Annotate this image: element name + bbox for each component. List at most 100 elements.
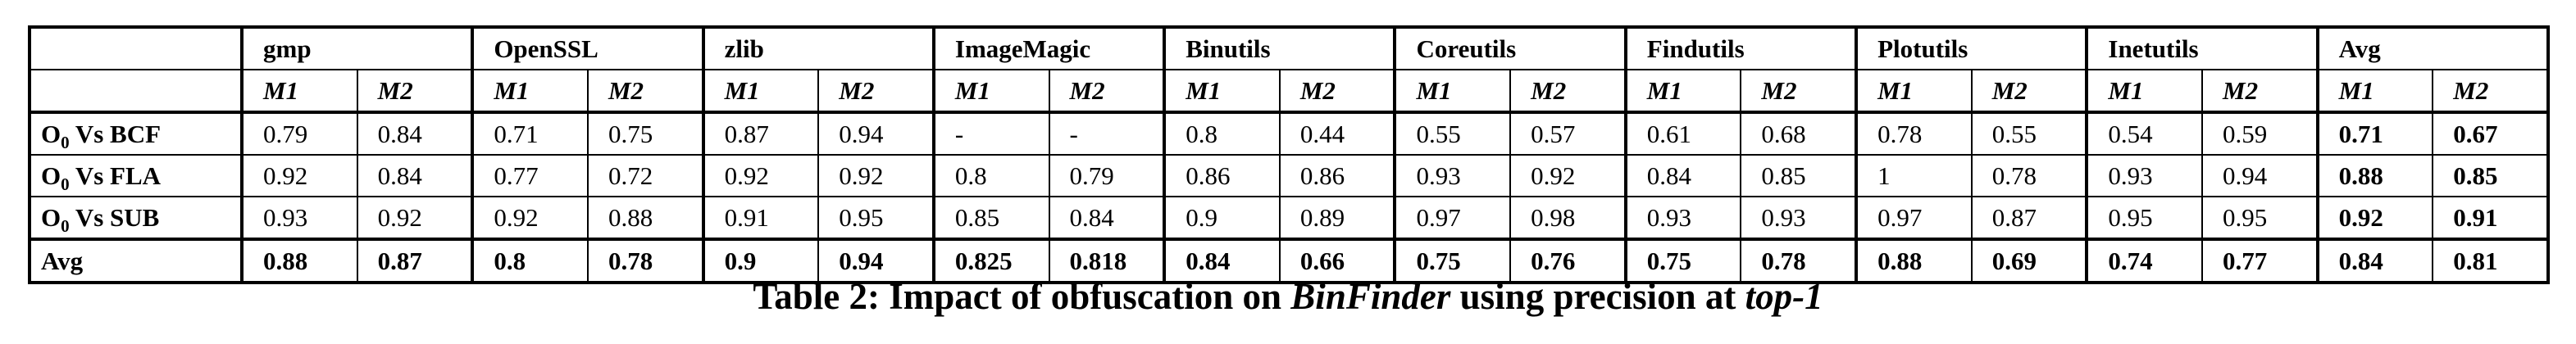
metric-header: M2	[2201, 69, 2319, 113]
row-label-subscript: 0	[61, 132, 70, 152]
metric-header: M1	[1623, 69, 1742, 113]
system-header: OpenSSL	[471, 25, 704, 70]
value-cell: 0.88	[240, 238, 358, 284]
metric-header: M2	[1970, 69, 2088, 113]
value-cell: 0.71	[471, 111, 589, 156]
table-row: O0 Vs SUB 0.93 0.92 0.92 0.88 0.91 0.95 0.85 0.8…	[27, 196, 2550, 240]
value-cell: 0.92	[817, 154, 935, 197]
value-cell: 0.88	[1855, 238, 1973, 284]
caption-metric: top-1	[1745, 276, 1823, 317]
metric-header: M2	[1048, 69, 1166, 113]
value-cell: 0.94	[817, 111, 935, 156]
value-cell: 0.55	[1393, 111, 1512, 156]
value-cell: 0.86	[1163, 154, 1281, 197]
system-header: Inetutils	[2085, 25, 2319, 70]
value-cell: 0.84	[1048, 196, 1166, 240]
table-row: O0 Vs FLA 0.92 0.84 0.77 0.72 0.92 0.92 0.8 0.79…	[27, 154, 2550, 197]
corner-cell	[27, 25, 243, 70]
table-row: O0 Vs BCF 0.79 0.84 0.71 0.75 0.87 0.94- -0.8 0.…	[27, 111, 2550, 156]
value-cell: 0.84	[1163, 238, 1281, 284]
value-cell: 0.75	[586, 111, 704, 156]
value-cell: 0.86	[1278, 154, 1396, 197]
value-cell: 0.95	[2201, 196, 2319, 240]
caption-middle: using precision at	[1450, 276, 1745, 317]
row-label-rest: Vs BCF	[69, 119, 162, 148]
system-header: Binutils	[1163, 25, 1396, 70]
value-cell: 0.76	[1509, 238, 1627, 284]
row-label-main: O	[41, 119, 61, 148]
value-cell: -	[1048, 111, 1166, 156]
value-cell: 0.92	[240, 154, 358, 197]
value-cell: 0.69	[1970, 238, 2088, 284]
metric-header: M1	[2315, 69, 2434, 113]
value-cell: 0.93	[1623, 196, 1742, 240]
system-header: gmp	[240, 25, 474, 70]
row-label-subscript: 0	[61, 174, 70, 194]
metric-header: M2	[817, 69, 935, 113]
value-cell: 0.84	[1623, 154, 1742, 197]
value-cell: 0.9	[1163, 196, 1281, 240]
value-cell: 0.44	[1278, 111, 1396, 156]
value-cell: 0.77	[471, 154, 589, 197]
value-cell: 0.825	[931, 238, 1050, 284]
metric-header-row: M1 M2 M1 M2 M1 M2 M1 M2 M1 M2 M1 M2 M1 M…	[27, 69, 2550, 113]
value-cell: 0.77	[2201, 238, 2319, 284]
row-label-subscript: 0	[61, 215, 70, 236]
caption-prefix: Table 2: Impact of obfuscation on	[753, 276, 1291, 317]
value-cell: 0.8	[1163, 111, 1281, 156]
metric-header: M1	[701, 69, 820, 113]
row-label: Avg	[27, 238, 243, 284]
value-cell: 0.81	[2432, 238, 2550, 284]
value-cell: 0.87	[1970, 196, 2088, 240]
value-cell: 0.67	[2432, 111, 2550, 156]
value-cell: 0.85	[1740, 154, 1858, 197]
system-header: Coreutils	[1393, 25, 1627, 70]
metric-header: M2	[1740, 69, 1858, 113]
value-cell: 0.78	[1855, 111, 1973, 156]
metric-header: M2	[1278, 69, 1396, 113]
metric-header: M2	[2432, 69, 2550, 113]
value-cell: 0.93	[1393, 154, 1512, 197]
value-cell: 0.91	[701, 196, 820, 240]
row-label: O0 Vs SUB	[27, 196, 243, 240]
value-cell: 0.92	[356, 196, 474, 240]
value-cell: 0.61	[1623, 111, 1742, 156]
metric-header: M2	[1509, 69, 1627, 113]
value-cell: 0.91	[2432, 196, 2550, 240]
metric-header: M1	[471, 69, 589, 113]
value-cell: 0.85	[2432, 154, 2550, 197]
table-caption: Table 2: Impact of obfuscation on BinFin…	[0, 275, 2576, 318]
value-cell: 1	[1855, 154, 1973, 197]
row-label-main: O	[41, 161, 61, 190]
caption-tool-name: BinFinder	[1290, 276, 1451, 317]
value-cell: 0.87	[701, 111, 820, 156]
value-cell: 0.78	[1740, 238, 1858, 284]
row-label: O0 Vs FLA	[27, 154, 243, 197]
value-cell: 0.79	[240, 111, 358, 156]
row-label: O0 Vs BCF	[27, 111, 243, 156]
value-cell: 0.72	[586, 154, 704, 197]
row-label-rest: Vs SUB	[69, 202, 160, 232]
value-cell: 0.66	[1278, 238, 1396, 284]
table-row: Avg 0.88 0.87 0.8 0.78 0.9 0.94 0.825 0.818 0.84 0…	[27, 238, 2550, 284]
value-cell: 0.9	[701, 238, 820, 284]
value-cell: 0.87	[356, 238, 474, 284]
value-cell: 0.84	[2315, 238, 2434, 284]
value-cell: 0.94	[817, 238, 935, 284]
value-cell: 0.93	[240, 196, 358, 240]
value-cell: 0.84	[356, 111, 474, 156]
row-label-main: Avg	[41, 246, 84, 275]
value-cell: 0.88	[586, 196, 704, 240]
metric-header: M1	[931, 69, 1050, 113]
system-header: Findutils	[1623, 25, 1858, 70]
metric-header: M1	[240, 69, 358, 113]
value-cell: 0.98	[1509, 196, 1627, 240]
value-cell: 0.75	[1623, 238, 1742, 284]
value-cell: 0.8	[931, 154, 1050, 197]
row-label-rest: Vs FLA	[69, 161, 162, 190]
value-cell: 0.88	[2315, 154, 2434, 197]
value-cell: 0.92	[701, 154, 820, 197]
value-cell: 0.93	[1740, 196, 1858, 240]
system-header: Plotutils	[1855, 25, 2088, 70]
system-header: zlib	[701, 25, 935, 70]
